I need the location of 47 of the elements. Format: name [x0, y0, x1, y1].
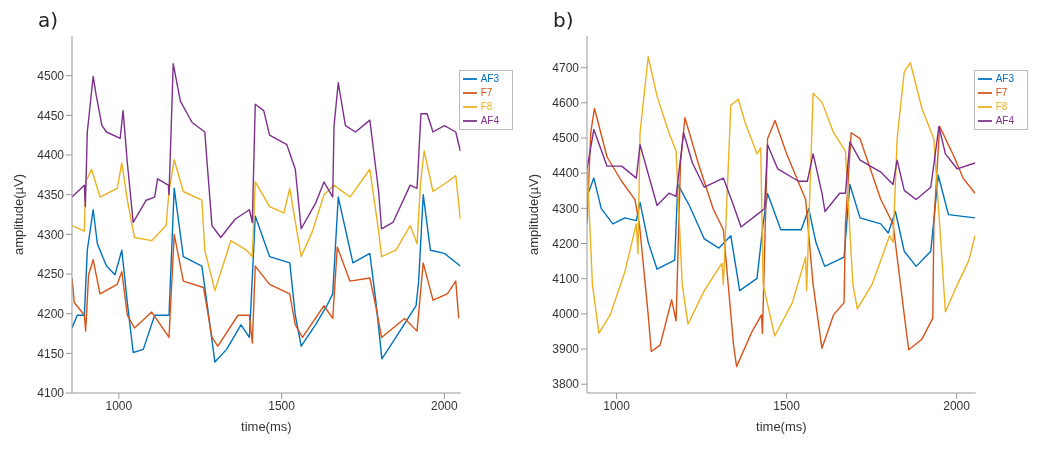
y-tick-label: 4200	[552, 236, 580, 251]
y-tick-label: 4000	[552, 307, 580, 322]
y-tick-label: 4500	[552, 131, 580, 146]
y-tick-label: 4500	[37, 68, 65, 83]
line-series	[72, 150, 461, 292]
legend-label: AF3	[995, 72, 1014, 84]
line-series	[72, 63, 461, 239]
y-tick-label: 4600	[552, 96, 580, 111]
line-series	[587, 125, 976, 228]
legend-label: F7	[995, 86, 1008, 98]
y-tick-label: 4200	[37, 306, 65, 321]
line-series	[587, 107, 976, 368]
legend-label: AF4	[995, 114, 1014, 126]
y-tick-label: 4700	[552, 60, 580, 75]
x-axis-title: time(ms)	[241, 419, 292, 434]
x-tick-label: 1000	[603, 398, 631, 413]
legend-label: F8	[995, 100, 1008, 112]
y-tick-label: 3800	[552, 377, 580, 392]
y-tick-label: 4100	[552, 271, 580, 286]
x-tick-label: 2000	[943, 398, 971, 413]
x-tick-label: 1000	[105, 398, 133, 413]
y-tick-label: 4250	[37, 267, 65, 282]
chart-title: a)	[38, 8, 59, 32]
y-tick-label: 3900	[552, 342, 580, 357]
y-tick-label: 4400	[37, 148, 65, 163]
line-series	[587, 174, 976, 292]
line-series	[72, 187, 461, 363]
y-tick-label: 4300	[37, 227, 65, 242]
y-tick-label: 4450	[37, 108, 65, 123]
y-axis-title: amplitude(µV)	[10, 173, 26, 256]
legend-label: AF4	[480, 114, 499, 126]
y-tick-label: 4350	[37, 187, 65, 202]
legend-label: F7	[480, 86, 493, 98]
x-axis-title: time(ms)	[756, 419, 807, 434]
line-series	[587, 56, 976, 337]
line-series	[72, 233, 460, 347]
y-tick-label: 4400	[552, 166, 580, 181]
y-tick-label: 4300	[552, 201, 580, 216]
x-tick-label: 1500	[268, 398, 296, 413]
x-tick-label: 1500	[773, 398, 801, 413]
legend-label: AF3	[480, 72, 499, 84]
x-tick-label: 2000	[431, 398, 459, 413]
y-axis-title: amplitude(µV)	[525, 173, 541, 256]
y-tick-label: 4150	[37, 346, 65, 361]
y-tick-label: 4100	[37, 386, 65, 401]
chart-title: b)	[553, 8, 574, 32]
legend-label: F8	[480, 100, 493, 112]
